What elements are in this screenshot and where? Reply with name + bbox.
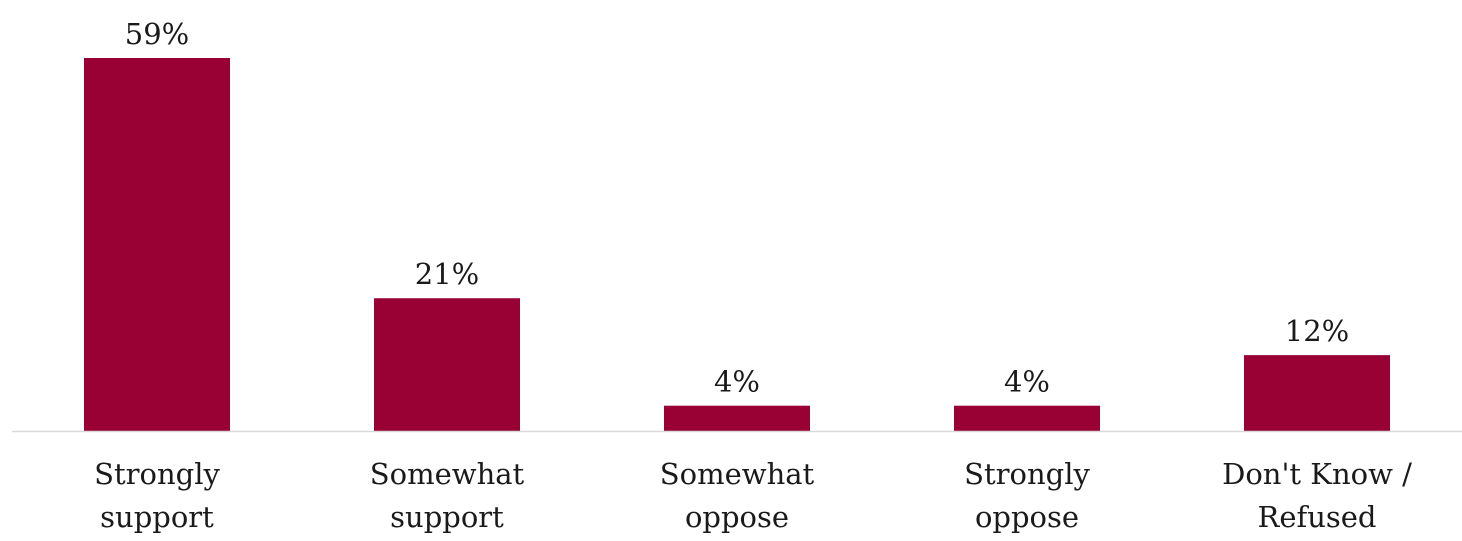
category-label-0-line-1: support xyxy=(100,500,214,534)
category-label-2-line-0: Somewhat xyxy=(660,457,815,491)
category-label-1-line-0: Somewhat xyxy=(370,457,525,491)
bars-group xyxy=(84,58,1390,431)
bar-3 xyxy=(954,405,1100,431)
value-label-0: 59% xyxy=(125,17,189,51)
value-label-1: 21% xyxy=(415,257,479,291)
bar-4 xyxy=(1244,355,1390,431)
bar-0 xyxy=(84,58,230,431)
value-labels-group: 59% 21% 4% 4% 12% xyxy=(125,17,1349,399)
category-label-4-line-0: Don't Know / xyxy=(1222,457,1412,491)
bar-1 xyxy=(374,298,520,431)
category-label-1-line-1: support xyxy=(390,500,504,534)
value-label-4: 12% xyxy=(1285,314,1349,348)
category-label-3-line-1: oppose xyxy=(975,500,1079,534)
value-label-3: 4% xyxy=(1004,365,1050,399)
category-label-2-line-1: oppose xyxy=(685,500,789,534)
category-label-4-line-1: Refused xyxy=(1257,500,1376,534)
category-label-3-line-0: Strongly xyxy=(964,457,1090,491)
category-label-0-line-0: Strongly xyxy=(94,457,220,491)
bar-2 xyxy=(664,405,810,431)
value-label-2: 4% xyxy=(714,365,760,399)
category-labels-group: Strongly support Somewhat support Somewhat op… xyxy=(94,457,1412,534)
